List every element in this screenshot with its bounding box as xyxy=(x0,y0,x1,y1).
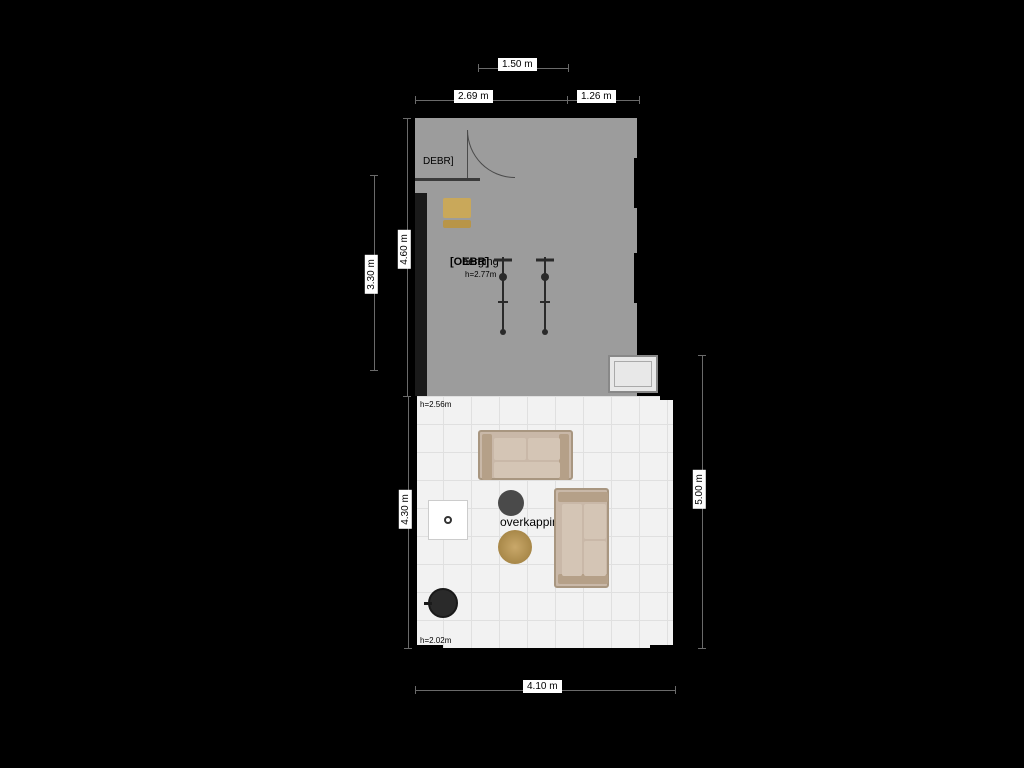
round-table xyxy=(498,530,532,564)
room-upper: DEBR] xyxy=(415,118,637,396)
bike-2 xyxy=(530,252,560,347)
wall-lower-top-right xyxy=(660,394,678,400)
dim-right1: 5.00 m xyxy=(693,470,706,509)
wall-lower-bottom-left xyxy=(413,645,443,651)
dim-tick xyxy=(404,648,412,649)
dim-left2: 4.60 m xyxy=(398,230,411,269)
dim-tick xyxy=(415,686,416,694)
wall-inner-top xyxy=(415,178,480,181)
dim-tick xyxy=(698,648,706,649)
window-notch xyxy=(634,253,640,303)
dim-left3: 4.30 m xyxy=(399,490,412,529)
counter xyxy=(608,355,658,393)
wall-lower-left xyxy=(413,396,417,648)
chair xyxy=(443,198,471,230)
wall-lower-right xyxy=(673,396,678,648)
dim-top2: 2.69 m xyxy=(454,90,493,103)
dim-tick xyxy=(675,686,676,694)
white-box xyxy=(428,500,468,540)
door-swing xyxy=(467,130,515,178)
door-line xyxy=(467,130,468,178)
grill xyxy=(428,588,458,618)
door-label: DEBR] xyxy=(423,156,454,167)
dim-tick xyxy=(639,96,640,104)
room-lower-height-top: h=2.56m xyxy=(420,400,451,409)
dim-tick xyxy=(478,64,479,72)
dim-tick xyxy=(698,355,706,356)
dim-top1: 1.50 m xyxy=(498,58,537,71)
dim-tick xyxy=(370,370,378,371)
dim-tick xyxy=(415,96,416,104)
dim-tick xyxy=(568,64,569,72)
sofa-1 xyxy=(478,430,573,480)
dim-tick xyxy=(403,118,411,119)
dim-tick xyxy=(370,175,378,176)
dim-tick xyxy=(403,396,411,397)
bike-1 xyxy=(488,252,518,347)
dim-bottom1: 4.10 m xyxy=(523,680,562,693)
wall-inner-left xyxy=(415,193,427,396)
sofa-2 xyxy=(554,488,609,588)
dim-left1: 3.30 m xyxy=(365,255,378,294)
room-lower-height-bottom: h=2.02m xyxy=(420,636,451,645)
window-notch xyxy=(634,158,640,208)
dim-top3: 1.26 m xyxy=(577,90,616,103)
round-dark xyxy=(498,490,524,516)
